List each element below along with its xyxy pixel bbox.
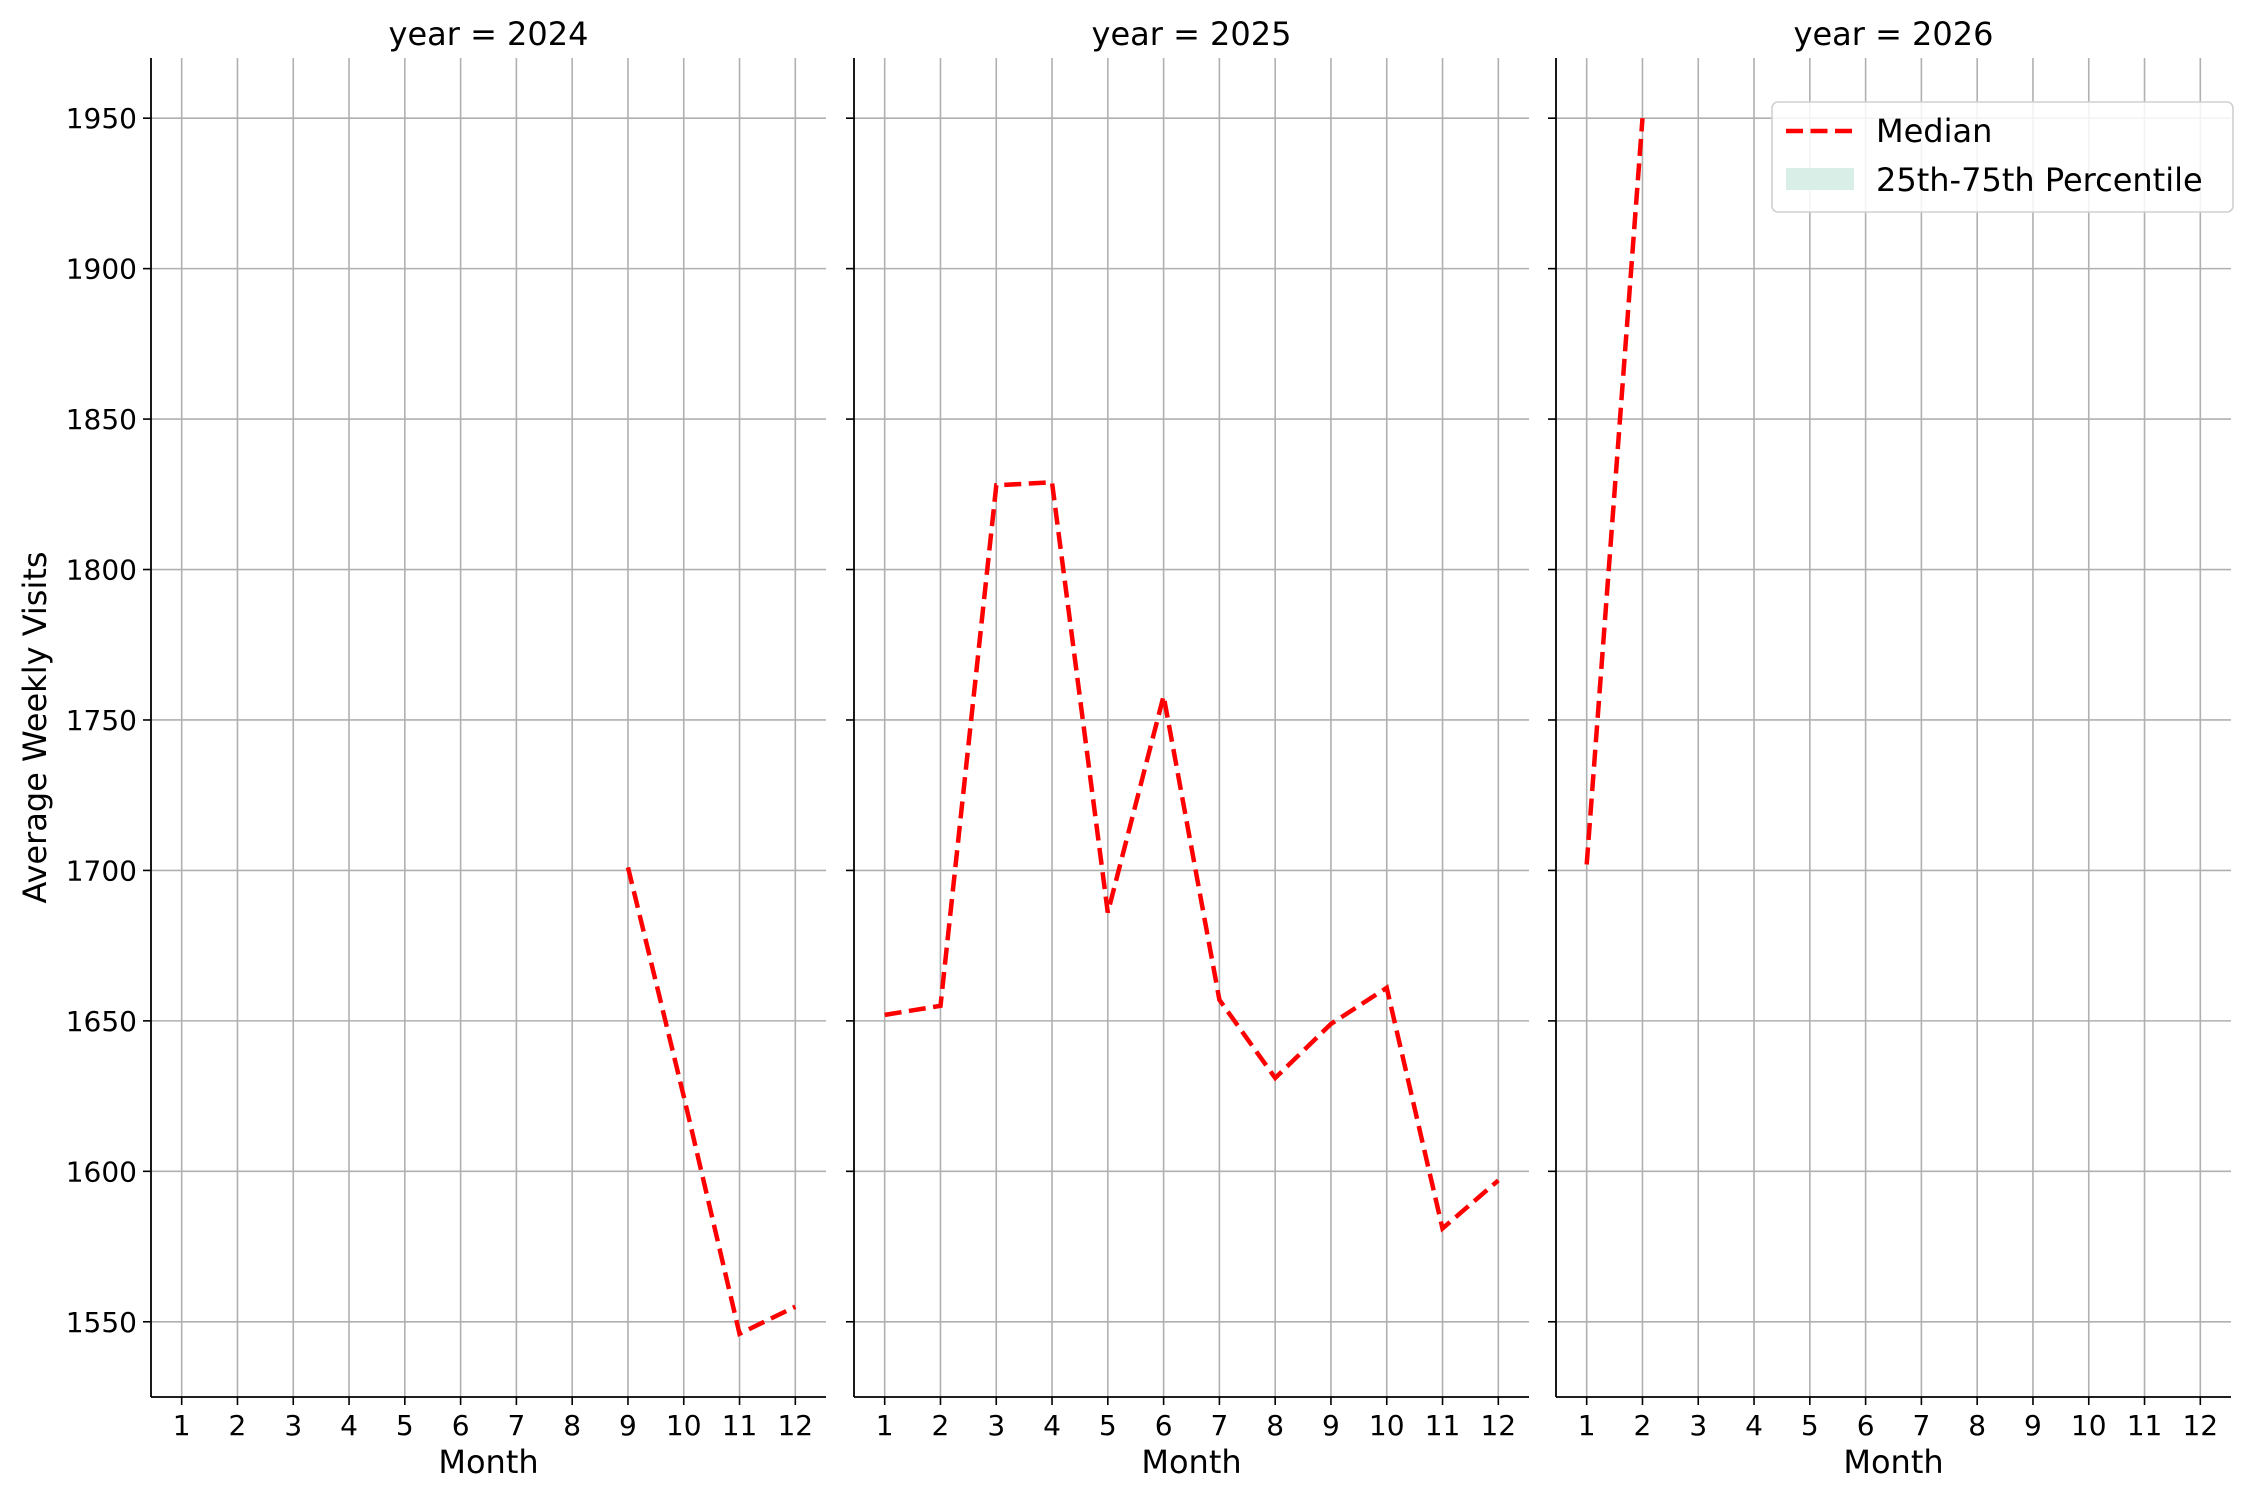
y-axis-label: Average Weekly Visits (16, 551, 54, 903)
x-tick-label: 3 (284, 1409, 302, 1442)
y-tick-label: 1700 (66, 854, 137, 887)
x-tick-label: 8 (1968, 1409, 1986, 1442)
y-tick-label: 1750 (66, 704, 137, 737)
x-tick-label: 10 (666, 1409, 702, 1442)
x-tick-label: 12 (1480, 1409, 1516, 1442)
x-tick-label: 11 (722, 1409, 758, 1442)
x-tick-label: 6 (1155, 1409, 1173, 1442)
x-tick-label: 8 (1266, 1409, 1284, 1442)
y-tick-label: 1900 (66, 253, 137, 286)
y-tick-label: 1650 (66, 1005, 137, 1038)
y-tick-label: 1800 (66, 554, 137, 587)
y-tick-label: 1950 (66, 102, 137, 135)
x-tick-label: 4 (1043, 1409, 1061, 1442)
x-tick-label: 7 (1210, 1409, 1228, 1442)
x-axis-label: Month (438, 1443, 538, 1481)
x-tick-label: 5 (1801, 1409, 1819, 1442)
panel-title: year = 2024 (389, 15, 589, 53)
median-series-line (625, 866, 797, 1338)
x-tick-label: 12 (777, 1409, 813, 1442)
panel-title: year = 2025 (1092, 15, 1292, 53)
legend-percentile-swatch (1786, 168, 1854, 190)
x-tick-label: 5 (1099, 1409, 1117, 1442)
x-tick-label: 4 (340, 1409, 358, 1442)
x-tick-label: 5 (396, 1409, 414, 1442)
x-tick-label: 7 (1912, 1409, 1930, 1442)
y-tick-label: 1550 (66, 1306, 137, 1339)
x-tick-label: 6 (452, 1409, 470, 1442)
x-tick-label: 4 (1745, 1409, 1763, 1442)
x-tick-label: 1 (1578, 1409, 1596, 1442)
x-tick-label: 10 (2071, 1409, 2107, 1442)
x-tick-label: 7 (507, 1409, 525, 1442)
x-tick-label: 11 (1425, 1409, 1461, 1442)
x-tick-label: 10 (1369, 1409, 1405, 1442)
x-tick-label: 8 (563, 1409, 581, 1442)
x-tick-label: 1 (876, 1409, 894, 1442)
legend-box (1771, 101, 2234, 213)
x-axis-label: Month (1141, 1443, 1241, 1481)
x-tick-label: 2 (229, 1409, 247, 1442)
panel-title: year = 2026 (1794, 15, 1994, 53)
legend-median-label: Median (1876, 112, 1992, 150)
y-tick-label: 1600 (66, 1155, 137, 1188)
x-tick-label: 9 (619, 1409, 637, 1442)
x-tick-label: 9 (2024, 1409, 2042, 1442)
x-axis-label: Month (1843, 1443, 1943, 1481)
median-series-line (1584, 118, 1645, 865)
x-tick-label: 1 (173, 1409, 191, 1442)
legend-percentile-label: 25th-75th Percentile (1876, 161, 2203, 199)
x-tick-label: 11 (2127, 1409, 2163, 1442)
x-tick-label: 9 (1322, 1409, 1340, 1442)
x-tick-label: 6 (1857, 1409, 1875, 1442)
x-tick-label: 2 (1634, 1409, 1652, 1442)
x-tick-label: 12 (2182, 1409, 2218, 1442)
x-tick-label: 2 (932, 1409, 950, 1442)
x-tick-label: 3 (1689, 1409, 1707, 1442)
x-tick-label: 3 (987, 1409, 1005, 1442)
y-tick-label: 1850 (66, 403, 137, 436)
median-series-line (884, 479, 1500, 1233)
